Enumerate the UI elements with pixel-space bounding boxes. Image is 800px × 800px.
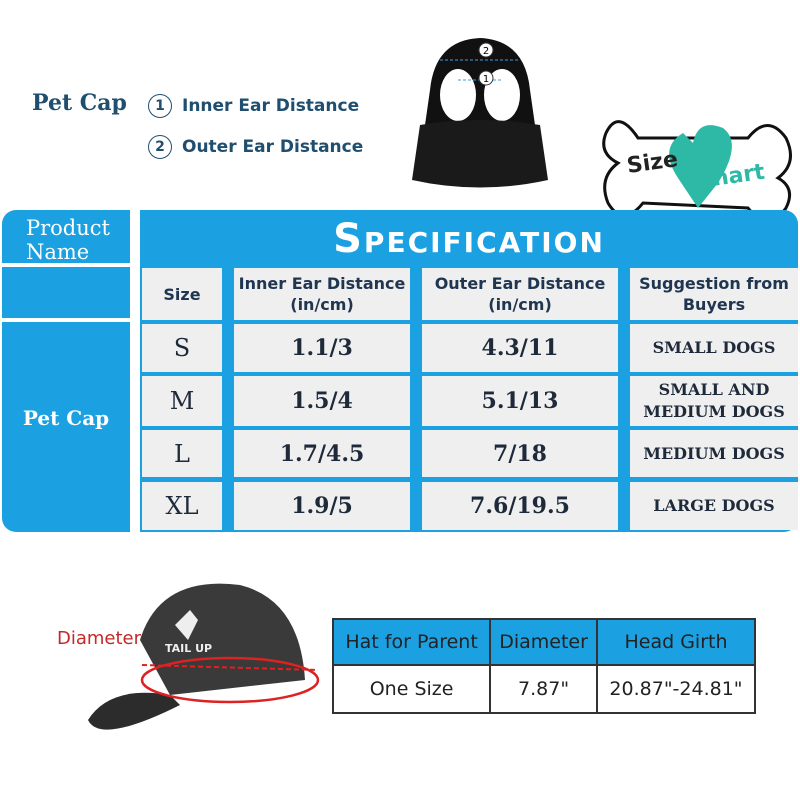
- table-cell: SMALL AND MEDIUM DOGS: [630, 376, 798, 426]
- table-cell: LARGE DOGS: [630, 482, 798, 530]
- specification-table: Product Name Specification Pet Cap Size I…: [2, 210, 798, 532]
- svg-text:1: 1: [483, 74, 489, 85]
- parent-cap-image: TAIL UP: [88, 583, 320, 730]
- header-cell: Diameter: [489, 618, 598, 666]
- divider: [2, 263, 130, 267]
- cell: 7.87": [489, 664, 598, 714]
- product-name: Pet Cap: [22, 406, 110, 430]
- table-cell: S: [142, 324, 222, 372]
- table-cell: 4.3/11: [422, 324, 618, 372]
- svg-text:TAIL UP: TAIL UP: [165, 642, 212, 655]
- table-cell: 1.1/3: [234, 324, 410, 372]
- table-cell: SMALL DOGS: [630, 324, 798, 372]
- column-header: Inner Ear Distance (in/cm): [234, 268, 410, 320]
- table-cell: 1.7/4.5: [234, 430, 410, 477]
- size-chart-badge: Size Chart: [602, 120, 792, 222]
- table-cell: 5.1/13: [422, 376, 618, 426]
- header-cell: Head Girth: [595, 618, 757, 666]
- table-cell: M: [142, 376, 222, 426]
- diameter-label: Diameter: [57, 628, 142, 649]
- svg-text:2: 2: [483, 46, 489, 57]
- column-header: Suggestion from Buyers: [630, 268, 798, 320]
- parent-size-table: Hat for Parent Diameter Head Girth One Siz…: [331, 618, 757, 714]
- cell: One Size: [331, 664, 492, 714]
- table-cell: XL: [142, 482, 222, 530]
- table-cell: L: [142, 430, 222, 477]
- cell: 20.87"-24.81": [595, 664, 757, 714]
- legend-item-inner: 1 Inner Ear Distance: [148, 94, 359, 118]
- divider: [130, 210, 140, 532]
- table-cell: 1.9/5: [234, 482, 410, 530]
- number-2-icon: 2: [148, 135, 172, 159]
- column-header: Size: [142, 268, 222, 320]
- legend-title: Pet Cap: [32, 90, 127, 116]
- legend-label: Inner Ear Distance: [182, 96, 360, 116]
- product-name-header: Product Name: [26, 216, 110, 264]
- number-1-icon: 1: [148, 94, 172, 118]
- table-cell: 7/18: [422, 430, 618, 477]
- table-cell: 7.6/19.5: [422, 482, 618, 530]
- column-header: Outer Ear Distance (in/cm): [422, 268, 618, 320]
- divider: [2, 318, 130, 322]
- legend-item-outer: 2 Outer Ear Distance: [148, 135, 363, 159]
- pet-cap-image: 1 2: [412, 38, 548, 188]
- header-cell: Hat for Parent: [331, 618, 492, 666]
- table-cell: MEDIUM DOGS: [630, 430, 798, 477]
- spec-title: Specification: [333, 216, 605, 262]
- table-cell: 1.5/4: [234, 376, 410, 426]
- legend-label: Outer Ear Distance: [182, 137, 364, 157]
